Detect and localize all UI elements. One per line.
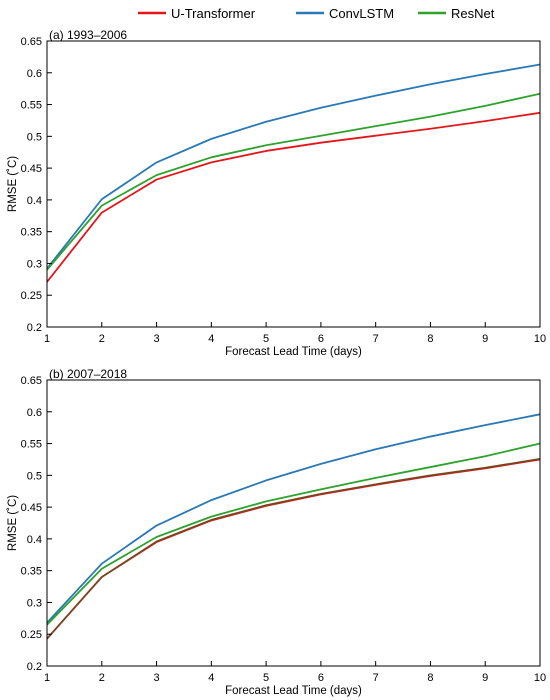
y-axis-label: RMSE (˚C) (7, 156, 19, 212)
x-axis-label: Forecast Lead Time (days) (225, 346, 362, 358)
y-tick-label: 0.6 (27, 68, 42, 80)
y-tick-label: 0.35 (21, 566, 42, 578)
y-tick-label: 0.55 (21, 100, 42, 112)
plot-frame (46, 379, 541, 667)
chart-panel-a: 0.2 0.25 0.3 0.35 0.4 0.45 0.5 0.55 0.6 0.65 1 2 3 4 5… (7, 28, 546, 358)
y-tick-label: 0.55 (21, 439, 42, 451)
x-tick-label: 9 (482, 672, 488, 684)
x-tick-label: 10 (534, 672, 546, 684)
x-tick-label: 5 (263, 333, 269, 345)
x-tick-label: 4 (208, 333, 214, 345)
chart-panel-b: 0.2 0.25 0.3 0.35 0.4 0.45 0.5 0.55 0.6 0.65 1 2 3 4 5… (7, 367, 546, 697)
y-tick-label: 0.45 (21, 502, 42, 514)
x-tick-label: 3 (153, 333, 159, 345)
x-tick-label: 5 (263, 672, 269, 684)
x-tick-label: 2 (99, 672, 105, 684)
x-tick-label: 1 (44, 672, 50, 684)
x-tick-label: 4 (208, 672, 214, 684)
y-tick-label: 0.2 (27, 661, 42, 673)
x-axis-label: Forecast Lead Time (days) (225, 685, 362, 697)
x-tick-label: 10 (534, 333, 546, 345)
series-line-resnet (46, 92, 541, 271)
y-tick-label: 0.65 (21, 36, 42, 48)
series-line-u-transformer (46, 458, 541, 640)
x-tick-label: 9 (482, 333, 488, 345)
y-tick-label: 0.5 (27, 131, 42, 143)
x-tick-label: 1 (44, 333, 50, 345)
y-axis-label: RMSE (˚C) (7, 495, 19, 551)
y-tick-label: 0.6 (27, 407, 42, 419)
x-tick-label: 8 (427, 333, 433, 345)
y-tick-label: 0.4 (27, 534, 42, 546)
panel-title: (a) 1993–2006 (49, 28, 127, 42)
x-tick-label: 2 (99, 333, 105, 345)
series-line-u-transformer (46, 111, 541, 283)
x-tick-label: 7 (373, 672, 379, 684)
legend-label-2: ResNet (451, 6, 495, 21)
y-tick-label: 0.45 (21, 163, 42, 175)
y-tick-label: 0.3 (27, 597, 42, 609)
x-tick-label: 6 (318, 333, 324, 345)
y-tick-label: 0.4 (27, 195, 42, 207)
y-tick-label: 0.3 (27, 258, 42, 270)
x-tick-label: 6 (318, 672, 324, 684)
panel-title: (b) 2007–2018 (49, 367, 127, 381)
series-line-resnet (46, 442, 541, 626)
series-line-convlstm (46, 413, 541, 624)
legend: U-Transformer ConvLSTM ResNet (138, 6, 495, 21)
y-tick-label: 0.5 (27, 470, 42, 482)
legend-label-1: ConvLSTM (329, 6, 394, 21)
plot-frame (46, 40, 541, 328)
y-tick-label: 0.25 (21, 290, 42, 302)
y-tick-label: 0.2 (27, 322, 42, 334)
y-tick-label: 0.25 (21, 629, 42, 641)
y-tick-label: 0.65 (21, 375, 42, 387)
x-tick-label: 7 (373, 333, 379, 345)
y-tick-label: 0.35 (21, 227, 42, 239)
series-line-convlstm (46, 63, 541, 270)
x-tick-label: 8 (427, 672, 433, 684)
x-tick-label: 3 (153, 672, 159, 684)
legend-label-0: U-Transformer (171, 6, 256, 21)
series-line-resnet-u-transformer-overlap (46, 458, 541, 640)
